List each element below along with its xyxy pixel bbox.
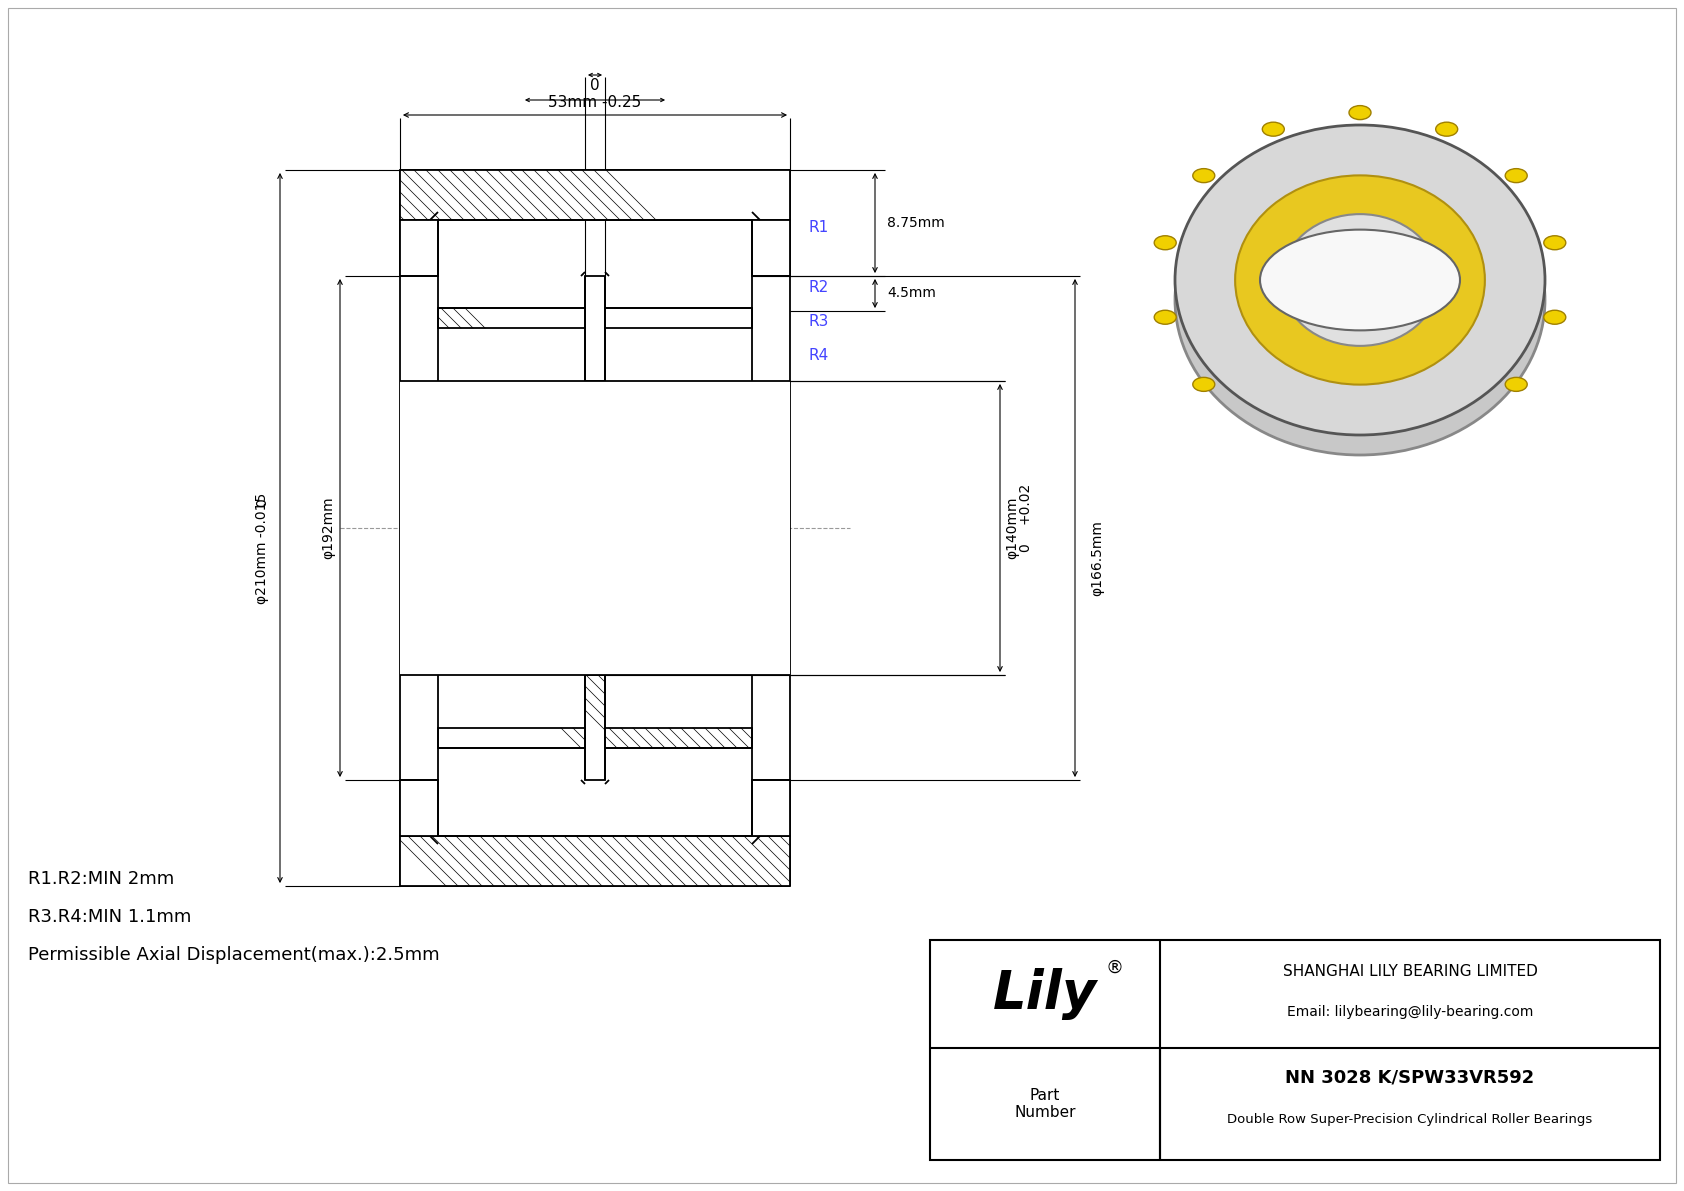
Text: R4: R4 — [808, 349, 829, 363]
Text: R1.R2:MIN 2mm: R1.R2:MIN 2mm — [29, 869, 173, 888]
Ellipse shape — [1234, 175, 1485, 385]
Bar — [401, 220, 438, 276]
Text: Part
Number: Part Number — [1014, 1087, 1076, 1121]
Text: NN 3028 K/SPW33VR592: NN 3028 K/SPW33VR592 — [1285, 1070, 1534, 1087]
Ellipse shape — [1175, 145, 1544, 455]
Text: 4.5mm: 4.5mm — [887, 286, 936, 300]
Bar — [401, 780, 438, 836]
Text: +0.02: +0.02 — [1019, 482, 1032, 524]
Ellipse shape — [1175, 125, 1544, 435]
Bar — [605, 308, 753, 328]
Bar — [584, 276, 605, 381]
Ellipse shape — [1192, 378, 1214, 392]
Text: Email: lilybearing@lily-bearing.com: Email: lilybearing@lily-bearing.com — [1287, 1005, 1532, 1019]
Text: ®: ® — [1106, 959, 1123, 977]
Bar — [401, 381, 790, 675]
Text: SHANGHAI LILY BEARING LIMITED: SHANGHAI LILY BEARING LIMITED — [1283, 965, 1537, 979]
Bar — [438, 308, 584, 328]
Ellipse shape — [1436, 123, 1458, 136]
Text: 0: 0 — [254, 499, 269, 507]
Bar — [401, 170, 790, 220]
Ellipse shape — [1154, 236, 1175, 250]
Bar — [753, 780, 790, 836]
Bar — [605, 728, 753, 748]
Text: φ166.5mm: φ166.5mm — [1090, 520, 1105, 596]
Ellipse shape — [1282, 214, 1438, 345]
Text: 0: 0 — [1019, 543, 1032, 553]
Ellipse shape — [1544, 236, 1566, 250]
Bar — [584, 675, 605, 780]
Bar — [438, 728, 584, 748]
Ellipse shape — [1544, 310, 1566, 324]
Bar — [753, 220, 790, 276]
Text: 0: 0 — [589, 77, 600, 93]
Text: R1: R1 — [808, 220, 829, 236]
Text: R3: R3 — [808, 313, 829, 329]
Ellipse shape — [1505, 378, 1527, 392]
Text: Lily: Lily — [994, 968, 1096, 1019]
Text: φ210mm -0.015: φ210mm -0.015 — [254, 492, 269, 604]
Text: R2: R2 — [808, 281, 829, 295]
Ellipse shape — [1154, 310, 1175, 324]
Text: φ140mm: φ140mm — [1005, 497, 1019, 560]
Ellipse shape — [1505, 169, 1527, 182]
Ellipse shape — [1349, 106, 1371, 119]
Text: φ192mm: φ192mm — [322, 497, 335, 560]
Text: 8.75mm: 8.75mm — [887, 216, 945, 230]
Bar — [930, 940, 1660, 1160]
Text: Double Row Super-Precision Cylindrical Roller Bearings: Double Row Super-Precision Cylindrical R… — [1228, 1114, 1593, 1127]
Ellipse shape — [1263, 123, 1285, 136]
Bar — [401, 836, 790, 886]
Ellipse shape — [1260, 230, 1460, 330]
Text: 53mm -0.25: 53mm -0.25 — [549, 95, 642, 110]
Text: R3.R4:MIN 1.1mm: R3.R4:MIN 1.1mm — [29, 908, 192, 925]
Ellipse shape — [1192, 169, 1214, 182]
Text: Permissible Axial Displacement(max.):2.5mm: Permissible Axial Displacement(max.):2.5… — [29, 946, 440, 964]
